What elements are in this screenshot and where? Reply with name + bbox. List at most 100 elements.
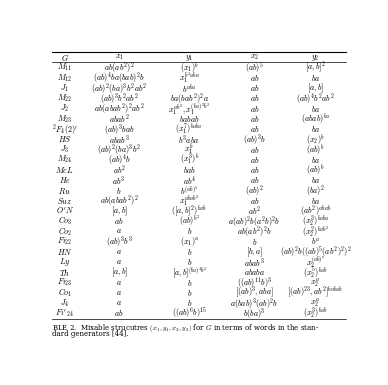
Text: $(x_1)^b$: $(x_1)^b$ — [180, 60, 199, 75]
Text: $a$: $a$ — [116, 279, 122, 286]
Text: $x_1$: $x_1$ — [114, 53, 124, 62]
Text: $M_{23}$: $M_{23}$ — [57, 113, 73, 124]
Text: $b^3aba$: $b^3aba$ — [178, 133, 200, 146]
Text: $[(ab)^{23},ab^2]^{babab}$: $[(ab)^{23},ab^2]^{babab}$ — [288, 285, 343, 300]
Text: $x_1^b$: $x_1^b$ — [184, 142, 194, 157]
Text: $M_{12}$: $M_{12}$ — [57, 72, 72, 84]
Text: $a(bab)^3(ab)^2b$: $a(bab)^3(ab)^2b$ — [230, 296, 279, 311]
Text: $J_2$: $J_2$ — [60, 103, 69, 114]
Text: $ba$: $ba$ — [311, 104, 320, 114]
Text: $ab$: $ab$ — [249, 73, 259, 83]
Text: $M_{22}$: $M_{22}$ — [57, 93, 72, 104]
Text: $(ab)^4b$: $(ab)^4b$ — [107, 152, 131, 167]
Text: $ba$: $ba$ — [311, 124, 320, 134]
Text: $ab^4$: $ab^4$ — [182, 174, 196, 187]
Text: $J_3$: $J_3$ — [60, 144, 69, 155]
Text: $ba$: $ba$ — [311, 155, 320, 165]
Text: BLE 2.  Mixable strucutres $(x_1, y_1, x_2, y_2)$ for $G$ in terms of words in t: BLE 2. Mixable strucutres $(x_1, y_1, x_… — [52, 321, 319, 334]
Text: $(ba)^2$: $(ba)^2$ — [306, 183, 325, 198]
Text: $J_1$: $J_1$ — [60, 82, 69, 94]
Text: $M_{11}$: $M_{11}$ — [57, 62, 72, 74]
Text: $Co_2$: $Co_2$ — [58, 225, 72, 238]
Text: $ab(ab^2)^2$: $ab(ab^2)^2$ — [104, 60, 135, 75]
Text: $ab$: $ab$ — [249, 175, 259, 185]
Text: $bab$: $bab$ — [183, 165, 196, 175]
Text: $babab$: $babab$ — [179, 114, 199, 124]
Text: $b$: $b$ — [187, 247, 192, 257]
Text: $y_2$: $y_2$ — [311, 53, 320, 63]
Text: $ab$: $ab$ — [249, 83, 259, 93]
Text: $(x_1)^a$: $(x_1)^a$ — [180, 235, 199, 248]
Text: $b(ba)^3$: $b(ba)^3$ — [243, 306, 266, 321]
Text: $ab^2$: $ab^2$ — [248, 204, 261, 218]
Text: $ab$: $ab$ — [249, 155, 259, 165]
Text: $a$: $a$ — [116, 289, 122, 297]
Text: $x_1^{ab^2},x_1^{(ba)^2b^2}$: $x_1^{ab^2},x_1^{(ba)^2b^2}$ — [168, 101, 210, 117]
Text: $(x_1^3)^b$: $(x_1^3)^b$ — [180, 152, 199, 167]
Text: $Co_3$: $Co_3$ — [57, 215, 72, 228]
Text: $b^a$: $b^a$ — [311, 237, 320, 247]
Text: $ab$: $ab$ — [249, 196, 259, 206]
Text: $(x_2)^b$: $(x_2)^b$ — [306, 132, 325, 147]
Text: $ab$: $ab$ — [249, 94, 259, 104]
Text: $(ab)^3b^3$: $(ab)^3b^3$ — [106, 234, 133, 249]
Text: $(ab)^3bab$: $(ab)^3bab$ — [104, 122, 135, 137]
Text: $J_4$: $J_4$ — [60, 297, 69, 309]
Text: $(x_2^3)^{baba}$: $(x_2^3)^{baba}$ — [301, 214, 329, 229]
Text: $x_1^{abab^2}$: $x_1^{abab^2}$ — [179, 194, 199, 208]
Text: $x_2$: $x_2$ — [250, 53, 259, 62]
Text: $[b,a]$: $[b,a]$ — [246, 245, 263, 259]
Text: $b$: $b$ — [116, 186, 122, 196]
Text: $HS$: $HS$ — [58, 134, 72, 144]
Text: $Ru$: $Ru$ — [59, 186, 71, 196]
Text: $(x_2^5)^{bab}$: $(x_2^5)^{bab}$ — [303, 265, 328, 280]
Text: $[a,b]$: $[a,b]$ — [307, 82, 324, 95]
Text: $a$: $a$ — [116, 258, 122, 266]
Text: $(ab)^2(ba)^3b^2$: $(ab)^2(ba)^3b^2$ — [97, 142, 141, 157]
Text: $(ab)^2(ba)^3b^2ab^2$: $(ab)^2(ba)^3b^2ab^2$ — [91, 81, 147, 95]
Text: $x_2^a$: $x_2^a$ — [310, 276, 320, 289]
Text: $x_2^a$: $x_2^a$ — [310, 297, 320, 309]
Text: $Fi'_{24}$: $Fi'_{24}$ — [55, 307, 74, 319]
Text: $b^{(ab)^5}$: $b^{(ab)^5}$ — [180, 184, 198, 197]
Text: $(ab)^2$: $(ab)^2$ — [245, 183, 264, 198]
Text: $ababa$: $ababa$ — [244, 268, 265, 277]
Text: dard generators [44].: dard generators [44]. — [52, 330, 128, 338]
Text: $HN$: $HN$ — [57, 247, 73, 257]
Text: $(ab)^5$: $(ab)^5$ — [245, 60, 264, 75]
Text: $Suz$: $Suz$ — [57, 196, 73, 206]
Text: $(x_2^3)^{bab}$: $(x_2^3)^{bab}$ — [303, 306, 328, 321]
Text: $x_1^{b^2aba}$: $x_1^{b^2aba}$ — [179, 71, 200, 85]
Text: $Co_1$: $Co_1$ — [58, 287, 72, 299]
Text: $ba$: $ba$ — [311, 73, 320, 83]
Text: $b$: $b$ — [252, 237, 257, 247]
Text: $a$: $a$ — [116, 248, 122, 256]
Text: $(ab)^3b^2ab^2$: $(ab)^3b^2ab^2$ — [100, 91, 139, 106]
Text: $b$: $b$ — [187, 278, 192, 288]
Text: $a$: $a$ — [116, 299, 122, 307]
Text: $ab$: $ab$ — [249, 104, 259, 114]
Text: $ab$: $ab$ — [249, 114, 259, 124]
Text: $(x_1^7)^{baba}$: $(x_1^7)^{baba}$ — [175, 122, 203, 137]
Text: $b$: $b$ — [187, 226, 192, 236]
Text: $b$: $b$ — [187, 298, 192, 308]
Text: $[(ab)^3,aba]$: $[(ab)^3,aba]$ — [235, 285, 274, 300]
Text: $((ab)^{11}b)^3$: $((ab)^{11}b)^3$ — [237, 275, 272, 290]
Text: $M_{24}$: $M_{24}$ — [57, 154, 73, 166]
Text: $b^{aba}$: $b^{aba}$ — [182, 82, 197, 95]
Text: $Th$: $Th$ — [59, 267, 70, 278]
Text: $ba(bab^2)^2a$: $ba(bab^2)^2a$ — [170, 91, 209, 106]
Text: $McL$: $McL$ — [55, 165, 74, 175]
Text: $G$: $G$ — [61, 52, 69, 63]
Text: $O'N$: $O'N$ — [55, 206, 74, 216]
Text: $[a,b]^{(ba)^4b^2}$: $[a,b]^{(ba)^4b^2}$ — [171, 265, 207, 280]
Text: $ba$: $ba$ — [311, 196, 320, 206]
Text: $b$: $b$ — [187, 288, 192, 298]
Text: $ab$: $ab$ — [249, 165, 259, 175]
Text: $ab(abab^2)^2ab^2$: $ab(abab^2)^2ab^2$ — [94, 101, 144, 116]
Text: $ab^3$: $ab^3$ — [113, 174, 126, 187]
Text: $He$: $He$ — [59, 175, 71, 185]
Text: $x_2^{(ab)^7}$: $x_2^{(ab)^7}$ — [306, 254, 325, 270]
Text: $(ab)^b$: $(ab)^b$ — [306, 142, 325, 157]
Text: $ab$: $ab$ — [114, 308, 124, 318]
